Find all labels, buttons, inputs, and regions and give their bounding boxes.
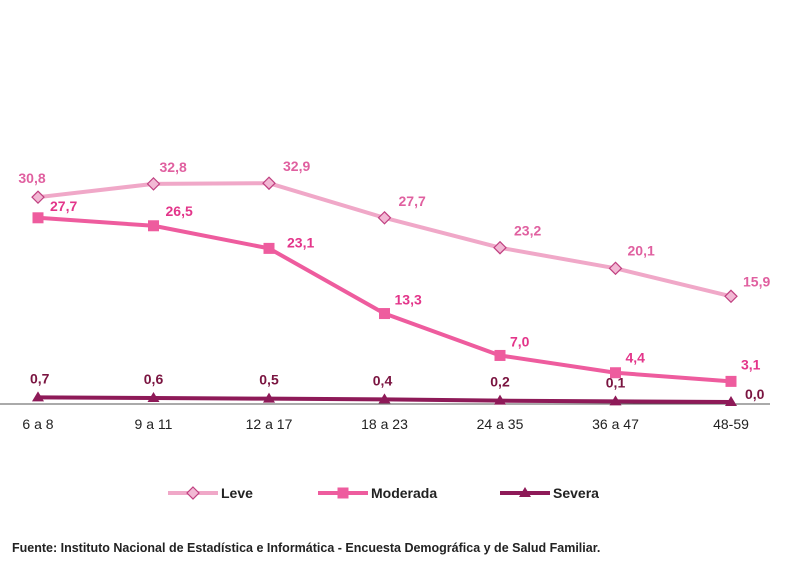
data-labels: 30,8 32,8 32,9 27,7 23,2 20,1 15,9 27,7 26,5 23,1… <box>18 158 770 402</box>
x-tick-label: 48-59 <box>713 416 749 432</box>
data-label-leve: 20,1 <box>628 242 655 258</box>
data-point-moderada <box>263 242 275 254</box>
data-label-leve: 23,2 <box>514 223 541 239</box>
data-point-moderada <box>32 212 44 224</box>
data-point-leve <box>377 210 392 225</box>
data-label-severa: 0,7 <box>30 370 50 386</box>
data-point-severa <box>32 391 44 402</box>
legend-marker-severa <box>519 487 531 497</box>
data-label-leve: 32,8 <box>160 159 187 175</box>
data-label-moderada: 23,1 <box>287 234 314 250</box>
data-label-severa: 0,5 <box>259 372 279 388</box>
data-label-moderada: 27,7 <box>50 198 77 214</box>
x-tick-label: 12 a 17 <box>246 416 293 432</box>
data-label-severa: 0,1 <box>606 374 626 390</box>
source-note: Fuente: Instituto Nacional de Estadístic… <box>12 541 601 555</box>
data-point-moderada <box>148 220 159 232</box>
data-label-moderada: 3,1 <box>741 356 761 372</box>
data-point-severa <box>378 393 391 404</box>
data-label-leve: 30,8 <box>18 170 45 186</box>
x-tick-label: 6 a 8 <box>22 416 53 432</box>
data-label-severa: 0,6 <box>144 371 164 387</box>
data-point-severa <box>263 392 275 403</box>
x-tick-label: 9 a 11 <box>135 416 173 432</box>
data-label-severa: 0,0 <box>745 386 765 402</box>
data-point-leve <box>262 176 276 191</box>
data-point-moderada <box>610 367 621 379</box>
data-point-severa <box>609 395 622 406</box>
data-point-severa <box>147 392 160 403</box>
data-point-leve <box>493 240 507 255</box>
x-tick-label: 18 a 23 <box>361 416 408 432</box>
data-point-moderada <box>494 349 506 361</box>
series-lines <box>31 176 738 406</box>
legend-label-moderada: Moderada <box>371 485 437 501</box>
data-label-leve: 32,9 <box>283 158 310 174</box>
data-point-severa <box>494 394 506 405</box>
data-point-severa <box>725 396 737 406</box>
data-label-leve: 27,7 <box>399 193 426 209</box>
data-label-leve: 15,9 <box>743 273 770 289</box>
data-label-moderada: 4,4 <box>626 350 646 366</box>
data-label-severa: 0,4 <box>373 372 393 388</box>
data-point-leve <box>146 177 161 191</box>
legend-label-severa: Severa <box>553 485 599 501</box>
data-point-leve <box>608 261 623 276</box>
x-tick-label: 36 a 47 <box>592 416 639 432</box>
x-axis: 6 a 8 9 a 11 12 a 17 18 a 23 24 a 35 36 a 47 4… <box>0 403 770 432</box>
legend-marker-moderada <box>337 487 349 499</box>
data-label-moderada: 26,5 <box>166 203 193 219</box>
data-point-moderada <box>725 375 737 387</box>
legend-marker-leve <box>186 486 200 500</box>
legend: Leve Moderada Severa <box>168 485 599 501</box>
series-line-leve <box>36 181 733 299</box>
data-point-leve <box>31 190 45 205</box>
legend-label-leve: Leve <box>221 485 253 501</box>
data-label-severa: 0,2 <box>490 374 510 390</box>
data-label-moderada: 7,0 <box>510 333 530 349</box>
data-point-moderada <box>379 308 390 320</box>
data-point-leve <box>724 289 738 304</box>
data-label-moderada: 13,3 <box>395 292 422 308</box>
x-tick-label: 24 a 35 <box>477 416 524 432</box>
